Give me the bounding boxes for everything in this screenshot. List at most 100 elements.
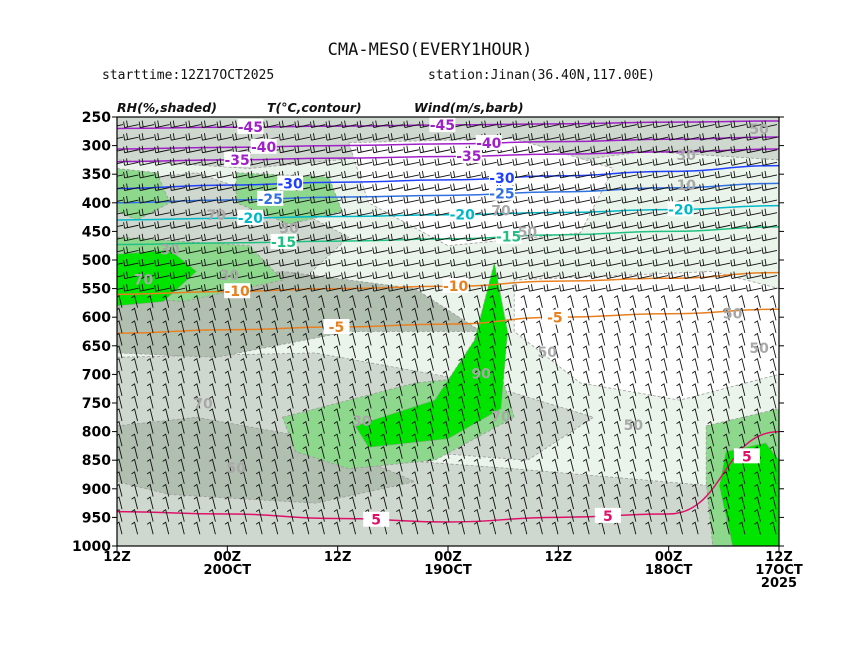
wind-barb: [209, 395, 216, 409]
wind-barb: [559, 258, 575, 267]
wind-barb: [683, 196, 700, 204]
wind-barb: [699, 284, 715, 292]
wind-barb: [761, 258, 778, 267]
wind-barb: [117, 124, 124, 127]
temp-label: -20: [238, 211, 264, 227]
wind-barb: [372, 284, 388, 292]
wind-barb: [318, 383, 325, 396]
wind-barb: [356, 133, 373, 141]
wind-barb: [660, 408, 668, 422]
wind-barb: [411, 408, 419, 422]
wind-barb: [193, 420, 201, 434]
wind-barb: [629, 307, 637, 321]
wind-barb: [691, 357, 699, 371]
wind-barb: [309, 246, 326, 254]
wind-barb: [754, 370, 761, 384]
wind-barb: [255, 483, 263, 497]
wind-barb: [745, 158, 762, 166]
wind-barb: [543, 258, 560, 267]
wind-barb: [364, 383, 372, 396]
wind-barb: [629, 357, 637, 371]
wind-barb: [645, 345, 652, 359]
wind-barb: [117, 199, 124, 202]
wind-barb: [567, 433, 575, 447]
wind-barb: [505, 395, 512, 409]
wind-barb: [255, 446, 263, 459]
wind-barb: [302, 483, 310, 497]
wind-barb: [247, 208, 264, 217]
wind-barb: [754, 496, 761, 510]
wind-barb: [660, 496, 668, 510]
temp-label-bg: [488, 169, 515, 185]
wind-barb: [302, 420, 310, 434]
wind-barb: [707, 307, 715, 321]
wind-barb: [512, 246, 528, 254]
wind-barb: [645, 508, 652, 522]
wind-barb: [660, 508, 668, 522]
temp-label: -10: [443, 279, 469, 295]
wind-barb: [341, 158, 357, 166]
wind-barb: [707, 471, 715, 485]
wind-barb: [536, 295, 543, 308]
wind-barb: [427, 295, 434, 308]
wind-barb: [154, 233, 170, 242]
wind-barb: [294, 196, 310, 204]
wind-barb: [636, 120, 653, 129]
wind-barb: [442, 383, 450, 396]
wind-barb: [473, 370, 481, 384]
wind-barb: [652, 246, 669, 254]
wind-barb: [427, 471, 434, 485]
wind-barb: [403, 158, 419, 166]
wind-barb: [117, 433, 123, 447]
wind-barb: [574, 258, 591, 267]
wind-barb: [496, 120, 513, 129]
wind-barb: [527, 258, 544, 267]
wind-barb: [309, 208, 326, 217]
wind-barb: [255, 521, 263, 535]
wind-barb: [769, 345, 777, 359]
wind-barb: [138, 233, 155, 242]
wind-barb: [117, 357, 123, 371]
wind-barb: [325, 221, 342, 229]
wind-barb: [224, 307, 232, 321]
wind-barb: [185, 246, 201, 254]
wind-barb: [629, 521, 637, 535]
wind-barb: [380, 483, 388, 497]
wind-barb: [769, 408, 777, 422]
wind-barb: [738, 420, 746, 434]
wind-barb: [676, 496, 684, 510]
wind-barb: [754, 320, 761, 334]
wind-barb: [645, 370, 652, 384]
wind-barb: [216, 271, 233, 280]
wind-barb: [738, 295, 746, 308]
wind-barb: [559, 170, 575, 179]
wind-barb: [380, 521, 388, 535]
rh-label: 90: [471, 367, 491, 383]
wind-barb: [691, 496, 699, 510]
wind-barb: [209, 446, 216, 459]
rh-label: 70: [193, 397, 213, 413]
wind-barb: [567, 471, 575, 485]
wind-barb: [676, 332, 684, 346]
legend-wind: Wind(m/s,barb): [414, 100, 524, 115]
wind-barb: [465, 233, 482, 242]
wind-barb: [543, 246, 560, 254]
wind-barb: [442, 496, 450, 510]
temp-contour: [117, 271, 779, 296]
wind-barb: [458, 471, 466, 485]
wind-barb: [178, 483, 185, 497]
wind-barb: [224, 496, 232, 510]
wind-barb: [598, 521, 606, 535]
rh-patch: [117, 249, 198, 307]
wind-barb: [263, 284, 279, 292]
wind-barb: [761, 246, 778, 254]
temp-label: -30: [489, 171, 515, 187]
x-tick-label: 17OCT: [755, 563, 803, 578]
wind-barb: [131, 332, 139, 346]
wind-barb: [185, 271, 201, 280]
wind-barb: [185, 133, 201, 141]
wind-barb: [551, 357, 559, 371]
wind-barb: [278, 120, 295, 129]
wind-barb: [240, 383, 248, 396]
wind-barb: [162, 446, 170, 459]
